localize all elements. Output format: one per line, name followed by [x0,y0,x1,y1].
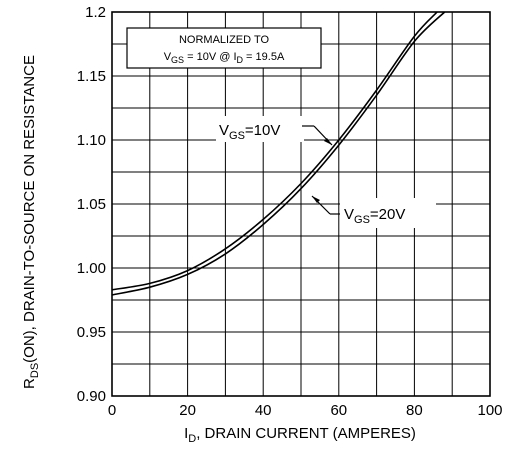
x-tick-label: 20 [179,402,196,419]
x-tick-label: 0 [108,402,116,419]
y-tick-label: 1.15 [77,68,106,85]
series-vgs-10v-line [111,11,438,291]
tick-labels: 0 20 40 60 80 100 0.90 0.95 1.00 1.05 1.10 1.15 1.2 [77,4,503,419]
x-tick-label: 100 [477,402,502,419]
x-tick-label: 40 [255,402,272,419]
x-axis-label: ID, DRAIN CURRENT (AMPERES) [184,425,416,445]
y-axis-label: RDS(ON), DRAIN-TO-SOURCE ON RESISTANCE [21,55,41,389]
curves [111,11,446,296]
label-vgs-20v: VGS=20V [311,195,436,228]
y-tick-label: 1.00 [77,260,106,277]
plot-frame [111,11,491,397]
note-line1: NORMALIZED TO [179,34,269,46]
note-box [126,27,322,69]
series-vgs-20v-line [111,11,446,296]
y-tick-label: 1.2 [85,4,106,21]
label-vgs-10v-text: VGS=10V [219,122,280,142]
x-tick-label: 60 [330,402,347,419]
y-tick-label: 1.10 [77,132,106,149]
y-tick-label: 0.90 [77,388,106,405]
x-tick-label: 80 [406,402,423,419]
note-line2: VGS = 10V @ ID = 19.5A [164,51,285,65]
normalization-note: NORMALIZED TO VGS = 10V @ ID = 19.5A [126,27,322,69]
y-tick-label: 0.95 [77,324,106,341]
label-vgs-20v-text: VGS=20V [344,206,405,226]
label-vgs-10v: VGS=10V [216,116,333,146]
y-tick-label: 1.05 [77,196,106,213]
